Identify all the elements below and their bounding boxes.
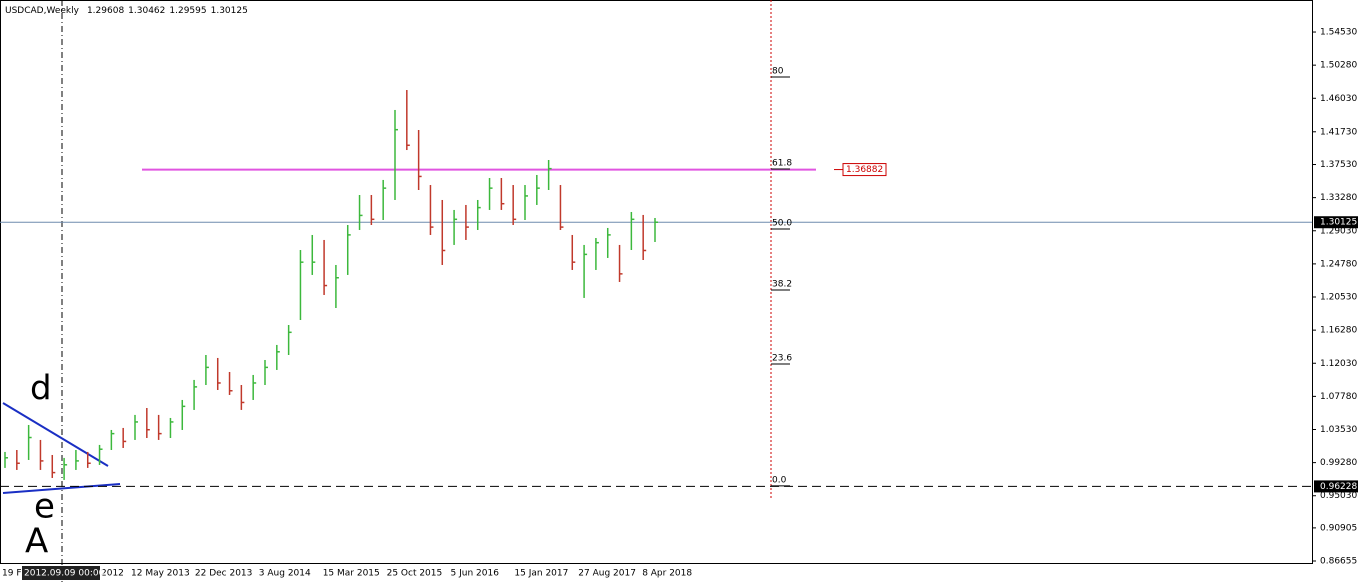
x-tick-label: 15 Jan 2017 [514,569,568,579]
annotation: d [30,369,52,409]
x-tick-label: 25 Oct 2015 [387,569,443,579]
y-tick-label: 0.86655 [1320,557,1357,567]
y-tick-label: 0.99280 [1320,458,1357,468]
y-tick-label: 0.95030 [1320,491,1357,501]
header-value: 1.29595 [169,6,206,16]
fibo-label: 0.0 [772,475,787,485]
header-value: 1.30125 [211,6,248,16]
y-tick-label: 1.24780 [1320,259,1357,269]
y-tick-label: 1.03530 [1320,425,1357,435]
header-value: 1.30462 [128,6,165,16]
current-price-label: 1.30125 [1320,218,1357,228]
y-tick-label: 1.07780 [1320,392,1357,402]
support-label: 0.96228 [1320,482,1357,492]
x-tick-label: 22 Dec 2013 [195,569,253,579]
crosshair-label-bg [22,566,100,580]
fibo-label: 61.8 [772,158,792,168]
x-tick-label: 5 Jun 2016 [451,569,500,579]
x-tick-label: 3 Aug 2014 [259,569,311,579]
current-price-box [1314,216,1358,229]
resistance-label-box [842,163,887,177]
header-value: 1.29608 [87,6,124,16]
trend-line [2,402,109,467]
annotation: e [34,487,55,527]
fibo-label: 23.6 [772,353,792,363]
y-tick-label: 0.90905 [1320,523,1357,533]
y-tick-label: 1.50280 [1320,61,1357,71]
y-tick-label: 1.54530 [1320,28,1357,38]
y-tick-label: 1.29030 [1320,226,1357,236]
annotation: A [25,522,48,562]
x-tick-label: 12 May 2013 [131,569,190,579]
y-tick-label: 1.46030 [1320,94,1357,104]
fibo-label: 80 [772,66,784,76]
x-tick-label: 2012 [101,569,124,579]
y-tick-label: 1.37530 [1320,160,1357,170]
y-tick-label: 1.16280 [1320,326,1357,336]
y-tick-label: 1.41730 [1320,127,1357,137]
crosshair-label: 2012.09.09 00:00 [24,569,105,579]
y-tick-label: 1.20530 [1320,293,1357,303]
trend-line [2,483,121,494]
y-tick-label: 1.33280 [1320,193,1357,203]
x-tick-label: 15 Mar 2015 [323,569,380,579]
plot-frame [0,0,1313,564]
x-tick-label: 27 Aug 2017 [578,569,636,579]
symbol: USDCAD,Weekly [5,6,80,16]
resistance-label: 1.36882 [846,165,883,175]
x-tick-label: 19 F [2,569,22,579]
header: USDCAD,Weekly 1.29608 1.30462 1.29595 1.3012… [5,6,248,16]
support-label-box [1314,480,1358,493]
fibo-label: 50.0 [772,218,792,228]
fibo-label: 38.2 [772,279,792,289]
y-tick-label: 1.12030 [1320,359,1357,369]
x-tick-label: 8 Apr 2018 [642,569,692,579]
